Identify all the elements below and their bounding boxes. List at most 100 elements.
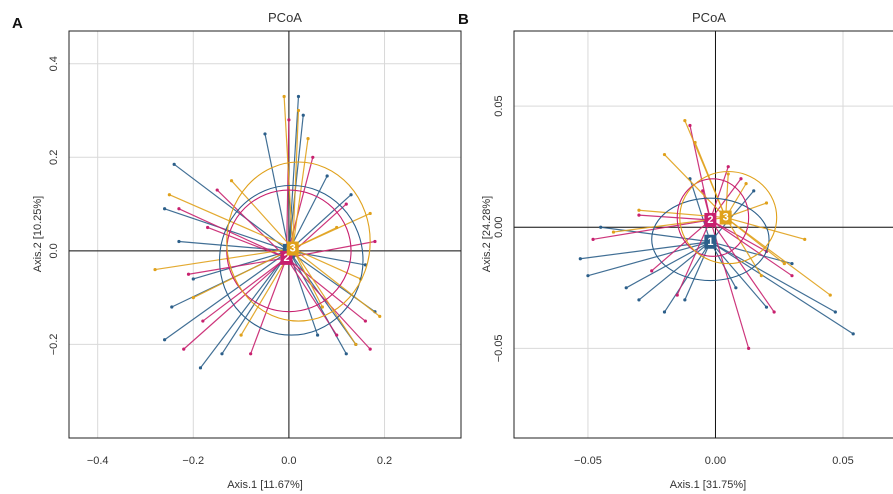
panel-a-sample-point xyxy=(325,174,329,178)
panel-b-spider-line xyxy=(725,216,805,240)
panel-b-sample-point xyxy=(747,346,751,350)
panel-b-sample-point xyxy=(726,165,730,169)
panel-a-spider-line xyxy=(169,194,293,250)
panel-b-spider-line xyxy=(709,241,767,308)
panel-a-sample-point xyxy=(315,333,320,337)
panel-b-centroid-box-3 xyxy=(719,210,732,225)
panel-a-ellipse-group-1 xyxy=(219,184,364,336)
panel-b-xtick-label: 0.05 xyxy=(832,455,853,467)
panel-a-ytick-label: 0.0 xyxy=(48,243,60,258)
panel-a-spider-line xyxy=(154,247,293,271)
panel-b-sample-point xyxy=(734,286,738,290)
panel-b-sample-point xyxy=(637,213,641,217)
panel-a-sample-point xyxy=(206,225,210,230)
panel-b-spider-line xyxy=(684,241,711,301)
panel-a-sample-point xyxy=(368,211,372,216)
panel-b-ylabel: Axis.2 [24.28%] xyxy=(481,196,493,272)
panel-b-ytick-label: 0.05 xyxy=(493,95,505,116)
panel-a-sample-point xyxy=(191,296,195,300)
panel-b-sample-point xyxy=(624,286,628,290)
panel-a-sample-point xyxy=(363,263,367,267)
panel-b-spider-line xyxy=(710,219,767,252)
panel-b-ellipse-group-1 xyxy=(651,197,770,282)
panel-b-sample-point xyxy=(790,274,794,278)
panel-b-spider-line xyxy=(710,241,793,265)
panel-a-sample-point xyxy=(177,207,181,211)
panel-b-spider-line xyxy=(710,241,836,313)
panel-a-sample-point xyxy=(282,94,286,99)
panel-a-spider-line xyxy=(264,133,290,251)
panel-b-sample-point xyxy=(744,182,748,186)
panel-a-xtick-label: 0.0 xyxy=(281,455,296,467)
panel-a-spider-line xyxy=(292,110,300,249)
panel-b-sample-point xyxy=(586,274,590,278)
panel-a-spider-line xyxy=(199,250,290,369)
panel-a-sample-point xyxy=(170,305,174,309)
panel-a-spider-line xyxy=(288,250,366,266)
panel-b-sample-point xyxy=(739,177,743,181)
panel-a-spider-line xyxy=(164,250,290,341)
panel-a-sample-point xyxy=(186,272,191,276)
panel-b-ellipse-group-2 xyxy=(676,178,750,257)
panel-b-sample-point xyxy=(591,237,595,241)
panel-a-sample-point xyxy=(378,314,382,318)
panel-a-sample-point xyxy=(287,118,291,122)
panel-a-spider-line xyxy=(173,163,290,252)
panel-a-letter: A xyxy=(12,15,23,32)
panel-b-spider-line xyxy=(709,219,750,349)
panel-b-centroid-box-2 xyxy=(704,212,717,227)
panel-a-sample-point xyxy=(177,239,181,244)
panel-b-sample-point xyxy=(675,293,679,297)
panel-a-spider-line xyxy=(285,157,314,259)
panel-b-ytick-label: 0.00 xyxy=(493,217,505,238)
panel-a-sample-point xyxy=(263,132,267,136)
panel-b-title: PCoA xyxy=(692,10,726,25)
panel-b-spider-line xyxy=(689,178,711,242)
panel-b-ytick-label: −0.05 xyxy=(493,334,505,362)
panel-b-sample-point xyxy=(683,298,687,302)
panel-a-sample-point xyxy=(296,94,301,99)
panel-a-xtick-label: −0.4 xyxy=(87,455,109,467)
panel-b-xtick-label: 0.00 xyxy=(705,455,726,467)
panel-b-centroid-label-3: 3 xyxy=(723,212,729,224)
panel-a-centroid-box-3 xyxy=(286,241,299,256)
panel-a-sample-point xyxy=(182,347,186,351)
panel-a-ellipse-group-3 xyxy=(226,161,371,322)
panel-a-sample-point xyxy=(344,352,348,356)
panel-a-xtick-label: 0.2 xyxy=(377,455,392,467)
panel-b-sample-point xyxy=(578,257,582,261)
panel-b-spider-line xyxy=(709,166,729,221)
panel-b-centroid-label-1: 1 xyxy=(707,236,713,248)
panel-a-ytick-label: 0.4 xyxy=(48,56,60,71)
panel-b-sample-point xyxy=(772,310,776,314)
panel-a-spider-line xyxy=(188,257,287,275)
panel-a-spider-line xyxy=(285,119,290,258)
panel-b-sample-point xyxy=(790,261,794,266)
panel-b-sample-point xyxy=(828,293,832,297)
panel-a-spider-line xyxy=(286,257,366,322)
panel-b-sample-point xyxy=(759,274,763,278)
panel-a-sample-point xyxy=(191,277,195,281)
panel-b-ellipse-group-3 xyxy=(679,170,778,265)
panel-b-sample-point xyxy=(599,225,603,229)
panel-a-sample-point xyxy=(349,193,353,197)
panel-a: A PCoA −0.4−0.20.00.2−0.20.00.20.4123 Ax… xyxy=(12,10,462,491)
panel-b-centroid-box-1 xyxy=(704,234,717,249)
panel-b-letter: B xyxy=(458,11,469,28)
panel-a-sample-point xyxy=(320,305,324,309)
panel-a-xlabel: Axis.1 [11.67%] xyxy=(227,479,303,491)
panel-a-spider-line xyxy=(178,240,289,252)
panel-b-spider-line xyxy=(710,241,854,335)
panel-a-spider-line xyxy=(202,257,287,322)
panel-b-sample-point xyxy=(611,230,616,234)
panel-a-sample-point xyxy=(201,319,205,323)
panel-a-centroid-label-2: 2 xyxy=(283,252,289,264)
panel-a-spider-line xyxy=(286,257,338,336)
panel-b-sample-point xyxy=(752,189,756,193)
panel-a-spider-line xyxy=(292,138,309,249)
panel-a-title: PCoA xyxy=(268,10,302,25)
panel-a-sample-point xyxy=(239,333,243,337)
panel-b-spider-line xyxy=(625,241,711,289)
panel-a-sample-point xyxy=(373,239,377,244)
